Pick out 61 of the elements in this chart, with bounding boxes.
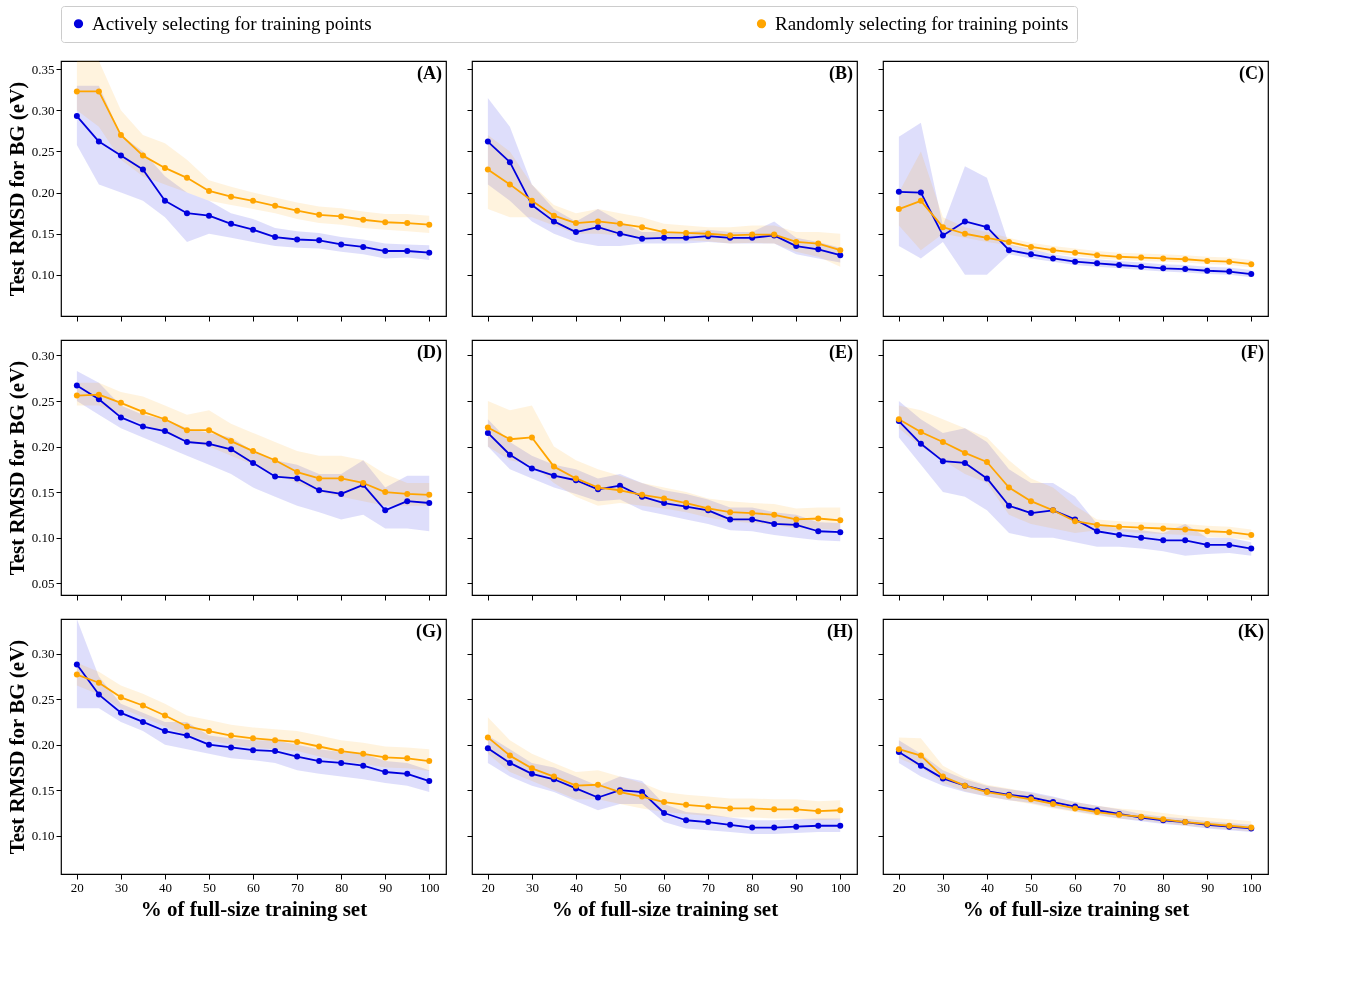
y-tick-label: 0.25 [31, 393, 55, 409]
y-tick-label: 0.30 [31, 347, 55, 363]
annotation: (E) [829, 342, 853, 363]
y-tick-label: 0.30 [31, 102, 55, 118]
x-tick-label: 40 [158, 879, 172, 895]
legend-label: Randomly selecting for training points [775, 12, 1069, 34]
x-tick-label: 40 [980, 879, 994, 895]
y-tick-label: 0.35 [31, 61, 55, 77]
x-tick-label: 40 [569, 879, 583, 895]
x-tick-label: 50 [203, 879, 217, 895]
x-tick-label: 20 [70, 879, 84, 895]
x-tick-label: 50 [1025, 879, 1039, 895]
y-axis-title: Test RMSD for BG (eV) [4, 360, 29, 576]
x-axis-title: % of full-size training set [140, 896, 368, 921]
x-tick-label: 60 [658, 879, 672, 895]
annotation: (C) [1239, 63, 1264, 84]
annotation: (K) [1238, 621, 1264, 642]
y-tick-label: 0.20 [31, 737, 55, 753]
x-tick-label: 60 [247, 879, 261, 895]
x-tick-label: 50 [614, 879, 628, 895]
annotation: (B) [829, 63, 853, 84]
x-tick-label: 90 [379, 879, 393, 895]
x-tick-label: 90 [1201, 879, 1215, 895]
x-tick-label: 60 [1069, 879, 1083, 895]
x-tick-label: 80 [335, 879, 349, 895]
x-tick-label: 20 [892, 879, 906, 895]
annotation: (H) [827, 621, 853, 642]
legend-label: Actively selecting for training points [92, 12, 372, 34]
y-tick-label: 0.20 [31, 185, 55, 201]
y-tick-label: 0.05 [31, 575, 55, 591]
x-tick-label: 30 [936, 879, 950, 895]
y-tick-label: 0.10 [31, 530, 55, 546]
y-tick-label: 0.25 [31, 691, 55, 707]
y-tick-label: 0.15 [31, 226, 55, 242]
y-tick-label: 0.15 [31, 782, 55, 798]
annotation: (F) [1241, 342, 1264, 363]
x-tick-label: 70 [1113, 879, 1127, 895]
x-tick-label: 100 [1242, 879, 1262, 895]
x-tick-label: 80 [746, 879, 760, 895]
y-tick-label: 0.15 [31, 484, 55, 500]
y-tick-label: 0.20 [31, 439, 55, 455]
annotation: (A) [417, 63, 442, 84]
y-tick-label: 0.10 [31, 267, 55, 283]
x-tick-label: 90 [790, 879, 804, 895]
y-axis-title: Test RMSD for BG (eV) [4, 639, 29, 855]
x-tick-label: 70 [702, 879, 716, 895]
x-tick-label: 20 [481, 879, 495, 895]
x-tick-label: 100 [420, 879, 440, 895]
x-axis-title: % of full-size training set [551, 896, 779, 921]
x-tick-label: 80 [1157, 879, 1171, 895]
x-tick-label: 30 [525, 879, 539, 895]
y-tick-label: 0.10 [31, 828, 55, 844]
y-tick-label: 0.25 [31, 143, 55, 159]
x-tick-label: 100 [831, 879, 851, 895]
y-tick-label: 0.30 [31, 646, 55, 662]
x-tick-label: 70 [291, 879, 305, 895]
annotation: (D) [417, 342, 442, 363]
x-tick-label: 30 [114, 879, 128, 895]
annotation: (G) [416, 621, 442, 642]
y-axis-title: Test RMSD for BG (eV) [4, 81, 29, 297]
x-axis-title: % of full-size training set [962, 896, 1190, 921]
